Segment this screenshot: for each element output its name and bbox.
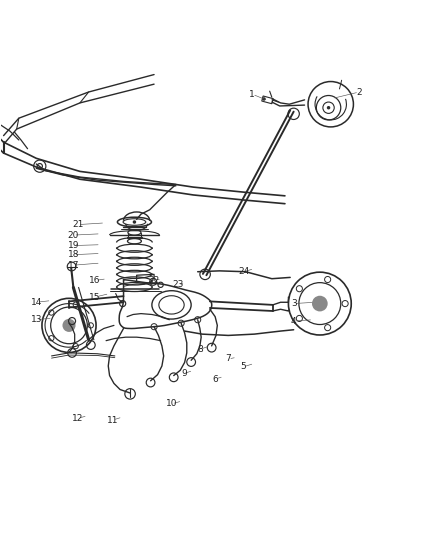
Circle shape bbox=[311, 296, 327, 311]
Text: 16: 16 bbox=[89, 276, 101, 285]
Text: 23: 23 bbox=[172, 280, 184, 289]
Text: 8: 8 bbox=[197, 345, 202, 354]
Text: 2: 2 bbox=[356, 87, 361, 96]
Text: 17: 17 bbox=[67, 261, 79, 270]
Text: 14: 14 bbox=[31, 298, 42, 307]
Circle shape bbox=[261, 97, 265, 101]
Text: 22: 22 bbox=[148, 276, 159, 285]
Bar bbox=[261, 96, 272, 104]
Text: 3: 3 bbox=[290, 299, 296, 308]
Text: 13: 13 bbox=[31, 315, 42, 324]
Text: 7: 7 bbox=[225, 354, 230, 364]
Text: 21: 21 bbox=[72, 220, 83, 229]
Text: 5: 5 bbox=[240, 362, 246, 372]
Text: 10: 10 bbox=[166, 399, 177, 408]
Text: 9: 9 bbox=[181, 369, 187, 378]
Text: 1: 1 bbox=[249, 90, 254, 99]
Text: 4: 4 bbox=[290, 317, 296, 326]
Circle shape bbox=[62, 319, 75, 332]
Text: 18: 18 bbox=[67, 250, 79, 259]
Text: 19: 19 bbox=[67, 241, 79, 250]
Text: 6: 6 bbox=[212, 375, 218, 384]
Text: 15: 15 bbox=[89, 293, 101, 302]
Circle shape bbox=[132, 220, 136, 224]
Text: 12: 12 bbox=[72, 414, 83, 423]
Text: 20: 20 bbox=[67, 231, 79, 240]
Text: 24: 24 bbox=[237, 267, 248, 276]
Circle shape bbox=[326, 106, 329, 109]
Text: 11: 11 bbox=[106, 416, 118, 425]
